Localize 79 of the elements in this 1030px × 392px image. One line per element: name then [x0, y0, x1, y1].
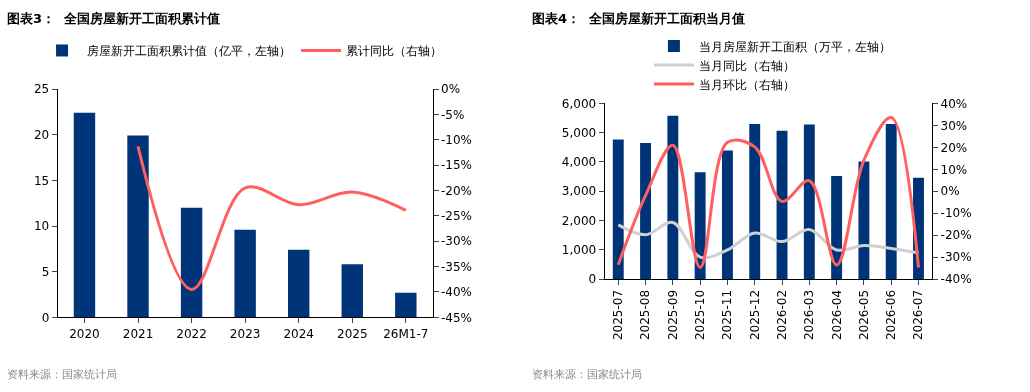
- x-tick-label: 2024: [283, 326, 314, 341]
- legend-label: 当月同比（右轴）: [698, 58, 795, 73]
- y2-tick-label: -30%: [940, 250, 972, 265]
- x-tick-label: 2025-10: [693, 289, 708, 341]
- x-tick-label: 2020: [69, 326, 100, 341]
- bar: [640, 142, 652, 280]
- y2-tick-label: -5%: [441, 107, 465, 122]
- x-tick-label: 2025-08: [638, 289, 653, 341]
- x-tick-label: 2026-02: [774, 289, 789, 341]
- legend-label: 房屋新开工面积累计值（亿平，左轴）: [87, 44, 292, 59]
- y-tick-label: 3,000: [561, 184, 597, 199]
- y-tick-label: 5,000: [561, 125, 597, 140]
- bar: [127, 135, 149, 318]
- y2-tick-label: 30%: [940, 118, 968, 133]
- bar: [858, 161, 870, 280]
- bar: [395, 292, 417, 318]
- y-tick-label: 10: [34, 219, 50, 234]
- y2-tick-label: 10%: [940, 162, 968, 177]
- x-tick-label: 2021: [122, 326, 154, 341]
- y-tick-label: 0: [41, 310, 50, 325]
- line-series: [616, 115, 920, 270]
- y-tick-label: 2,000: [561, 213, 597, 228]
- y-tick-label: 15: [34, 173, 50, 188]
- x-tick-label: 2023: [229, 326, 261, 341]
- x-tick-label: 2025-09: [665, 289, 680, 341]
- y-tick-label: 6,000: [561, 96, 597, 111]
- y2-tick-label: -10%: [441, 132, 473, 147]
- y-tick-label: 1,000: [561, 243, 597, 258]
- y2-tick-label: -20%: [441, 183, 473, 198]
- bar: [612, 139, 624, 280]
- bar: [341, 264, 363, 318]
- bar: [721, 150, 733, 280]
- x-tick-label: 2022: [176, 326, 207, 341]
- y2-tick-label: -30%: [441, 234, 473, 249]
- y2-tick-label: -20%: [940, 228, 972, 243]
- x-tick-label: 2026-07: [911, 289, 926, 341]
- y2-tick-label: -40%: [441, 285, 473, 300]
- bar: [287, 249, 310, 318]
- x-tick-label: 2026-03: [802, 289, 817, 341]
- x-tick-label: 2026-04: [829, 289, 844, 341]
- chart-title: 图表4： 全国房屋新开工面积当月值: [532, 11, 746, 26]
- y2-tick-label: -25%: [441, 209, 473, 224]
- bar: [803, 124, 815, 280]
- y2-tick-label: -40%: [940, 272, 972, 287]
- legend-label: 当月房屋新开工面积（万平，左轴）: [698, 39, 891, 54]
- x-tick-label: 2026-05: [856, 289, 871, 341]
- line-series: [136, 144, 408, 291]
- y2-tick-label: -10%: [940, 206, 972, 221]
- bar: [749, 123, 761, 280]
- y2-tick-label: -35%: [441, 259, 473, 274]
- bar: [831, 176, 843, 280]
- bar: [667, 115, 679, 280]
- y-tick-label: 0: [588, 272, 597, 287]
- y2-tick-label: 0%: [940, 184, 960, 199]
- y-tick-label: 20: [34, 127, 50, 142]
- bar: [234, 229, 256, 318]
- bar: [180, 207, 203, 318]
- line-series: [616, 220, 920, 260]
- y2-tick-label: 40%: [940, 96, 968, 111]
- y-tick-label: 25: [34, 82, 50, 97]
- x-tick-label: 2025: [336, 326, 368, 341]
- legend-label: 累计同比（右轴）: [346, 44, 443, 59]
- y-tick-label: 5: [41, 264, 50, 279]
- x-tick-label: 2026-06: [884, 289, 899, 341]
- y2-tick-label: 0%: [441, 82, 461, 97]
- x-tick-label: 26M1-7: [383, 326, 429, 341]
- x-tick-label: 2025-11: [720, 289, 735, 341]
- y2-tick-label: -45%: [441, 310, 473, 325]
- y-tick-label: 4,000: [561, 155, 597, 170]
- y2-tick-label: 20%: [940, 140, 968, 155]
- chart-title: 图表3： 全国房屋新开工面积累计值: [7, 11, 221, 26]
- legend-label: 当月环比（右轴）: [698, 77, 795, 92]
- x-tick-label: 2025-07: [611, 289, 626, 341]
- x-tick-label: 2025-12: [747, 289, 762, 341]
- bar: [885, 123, 897, 280]
- bar: [73, 112, 96, 318]
- text: 资料来源：国家统计局: [7, 368, 117, 381]
- text: 资料来源：国家统计局: [532, 368, 642, 381]
- y2-tick-label: -15%: [441, 158, 473, 173]
